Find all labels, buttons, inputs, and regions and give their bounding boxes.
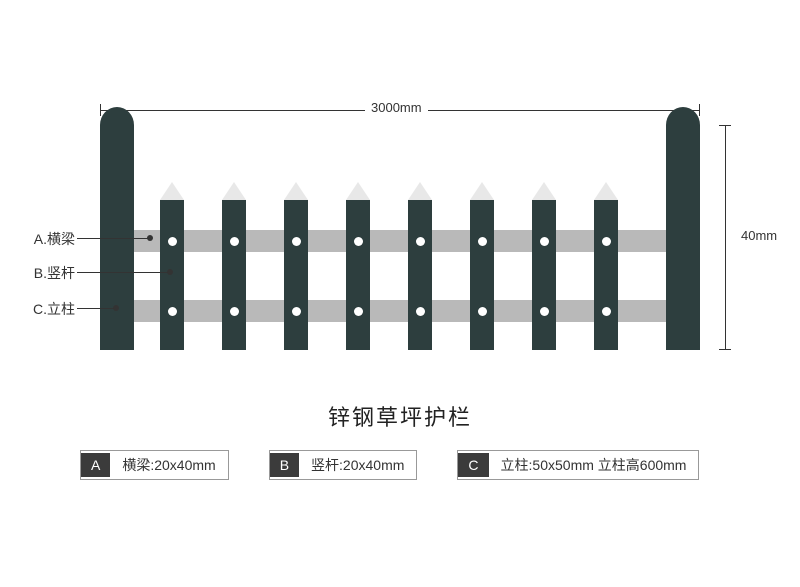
dim-width-tick-left (100, 104, 101, 116)
rail-top (134, 230, 666, 252)
leader-dot-A (147, 235, 153, 241)
picket-hole (230, 237, 239, 246)
picket (284, 200, 308, 350)
spec-tag-C: C (458, 453, 488, 477)
dim-height-tick-bot (719, 349, 731, 350)
leader-label-A: A.横梁 (15, 229, 75, 249)
dim-height-tick-top (719, 125, 731, 126)
picket-hole (478, 307, 487, 316)
picket-hole (540, 237, 549, 246)
leader-dot-B (167, 269, 173, 275)
picket (160, 200, 184, 350)
picket-hole (168, 307, 177, 316)
picket (408, 200, 432, 350)
picket-hole (602, 307, 611, 316)
picket-tip (408, 182, 432, 200)
dim-height-label: 40mm (735, 228, 783, 243)
picket-tip (222, 182, 246, 200)
spec-tag-A: A (81, 453, 110, 477)
dim-width-label: 3000mm (365, 100, 428, 115)
leader-line-B (77, 272, 170, 273)
picket-tip (160, 182, 184, 200)
picket-hole (416, 237, 425, 246)
picket (222, 200, 246, 350)
picket-hole (168, 237, 177, 246)
spec-C: C立柱:50x50mm 立柱高600mm (457, 450, 699, 480)
picket (470, 200, 494, 350)
picket-tip (346, 182, 370, 200)
picket-hole (354, 237, 363, 246)
picket-hole (540, 307, 549, 316)
spec-text-B: 竖杆:20x40mm (299, 451, 416, 479)
picket (594, 200, 618, 350)
spec-A: A横梁:20x40mm (80, 450, 229, 480)
spec-tag-B: B (270, 453, 299, 477)
picket-tip (470, 182, 494, 200)
rail-bottom (134, 300, 666, 322)
picket (532, 200, 556, 350)
dim-height-line (725, 125, 726, 350)
picket-hole (292, 307, 301, 316)
picket (346, 200, 370, 350)
dim-width-tick-right (699, 104, 700, 116)
picket-hole (602, 237, 611, 246)
picket-hole (354, 307, 363, 316)
picket-tip (284, 182, 308, 200)
leader-label-B: B.竖杆 (15, 263, 75, 283)
picket-tip (532, 182, 556, 200)
picket-hole (292, 237, 301, 246)
spec-text-A: 横梁:20x40mm (110, 451, 227, 479)
post-right (666, 125, 700, 350)
leader-label-C: C.立柱 (15, 299, 75, 319)
leader-dot-C (113, 305, 119, 311)
picket-hole (416, 307, 425, 316)
diagram-title: 锌钢草坪护栏 (0, 400, 800, 432)
leader-line-C (77, 308, 116, 309)
picket-hole (230, 307, 239, 316)
spec-B: B竖杆:20x40mm (269, 450, 418, 480)
spec-text-C: 立柱:50x50mm 立柱高600mm (489, 451, 699, 479)
picket-tip (594, 182, 618, 200)
leader-line-A (77, 238, 150, 239)
spec-row: A横梁:20x40mm B竖杆:20x40mm C立柱:50x50mm 立柱高600… (80, 450, 699, 480)
post-cap-right (666, 107, 700, 143)
post-cap-left (100, 107, 134, 143)
picket-hole (478, 237, 487, 246)
